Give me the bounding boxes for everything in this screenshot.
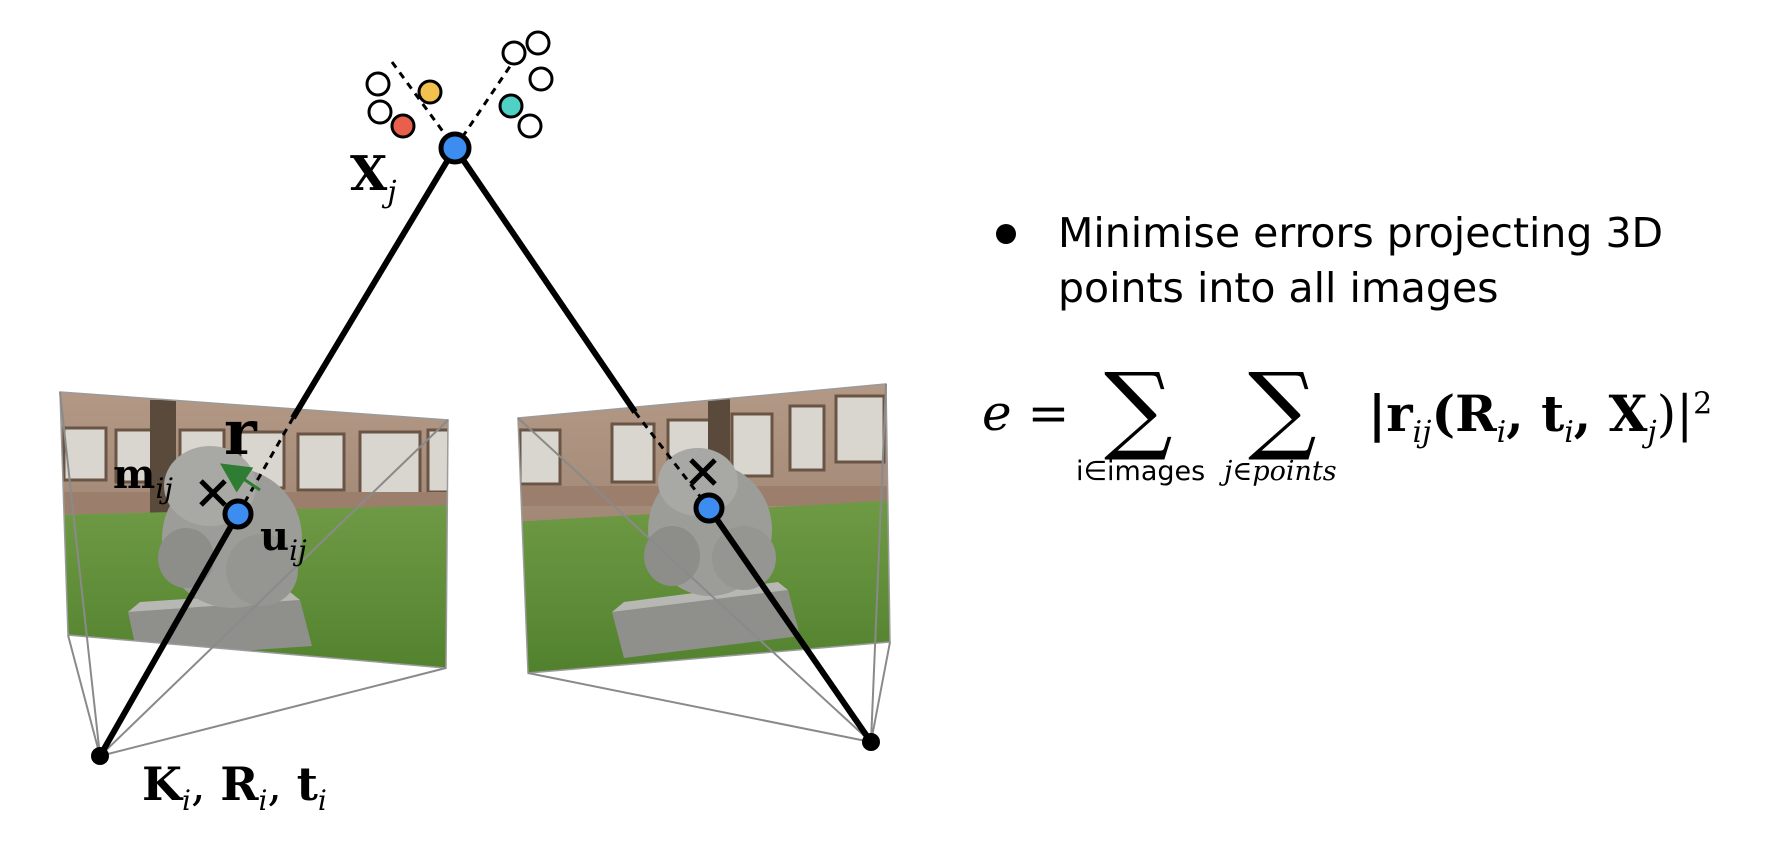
camera-frustums [59, 383, 891, 757]
candidate-point [525, 30, 551, 56]
bullet-line-2: points into all images [1058, 264, 1499, 312]
right-ray-outside [452, 146, 638, 414]
measured-label: mij [113, 451, 173, 505]
projection-rays [97, 146, 874, 758]
reprojection-error-equation: e = ∑ i∈images ∑ j∈points |rij(Ri, ti, X… [976, 360, 1776, 510]
sum-symbol-images: ∑ [1104, 352, 1173, 464]
candidate-points [365, 30, 554, 139]
bullet-line-1: Minimise errors projecting 3D [1058, 209, 1664, 257]
sum-subscript-images: i∈images [1076, 456, 1206, 487]
sum-subscript-points: j∈points [1224, 456, 1337, 487]
right-camera-center [862, 733, 880, 751]
camera-params-label: Ki, Ri, ti [142, 757, 327, 817]
red-point [390, 113, 416, 139]
candidate-point [517, 113, 543, 139]
point-label: Xj [350, 146, 397, 210]
measurement-cross-right [689, 458, 717, 486]
bullet-text: Minimise errors projecting 3D points int… [1058, 206, 1738, 316]
equation-power: 2 [1693, 386, 1713, 422]
sum-subscript-points-text: j∈points [1224, 456, 1337, 487]
right-image-plane [518, 384, 890, 673]
residual-symbol: |r [1368, 384, 1413, 443]
left-ray-outside [290, 146, 458, 420]
equation-lhs: e = [982, 384, 1070, 442]
left-ray-dashed [236, 417, 295, 515]
candidate-point [528, 66, 554, 92]
point-subscript: j [1647, 415, 1657, 450]
candidate-point [501, 40, 527, 66]
bullet-dot [996, 224, 1016, 244]
point-symbol: , X [1573, 384, 1648, 443]
3d-point-xj [438, 131, 472, 165]
equation-close: )| [1656, 385, 1694, 443]
left-camera-center [91, 747, 109, 765]
rotation-subscript: i [1496, 415, 1507, 450]
projected-point-right [693, 492, 725, 524]
projected-point-left [222, 498, 254, 530]
translation-subscript: i [1564, 415, 1574, 450]
right-ray-inside [706, 506, 874, 744]
projected-label: uij [260, 513, 307, 567]
residual-arrow [220, 463, 261, 493]
equation-term: |rij(Ri, ti, Xj)|2 [1368, 384, 1712, 450]
left-ray-inside [97, 512, 241, 758]
ambiguity-lines [390, 52, 521, 149]
yellow-point [417, 79, 443, 105]
teal-point [498, 93, 524, 119]
residual-label: r [224, 396, 258, 469]
left-image-plane [60, 392, 448, 668]
residual-subscript: ij [1412, 415, 1432, 450]
translation-symbol: , t [1506, 384, 1565, 443]
sum-symbol-points: ∑ [1248, 352, 1317, 464]
rotation-symbol: (R [1431, 384, 1497, 443]
candidate-point [367, 99, 393, 125]
candidate-point [365, 71, 391, 97]
